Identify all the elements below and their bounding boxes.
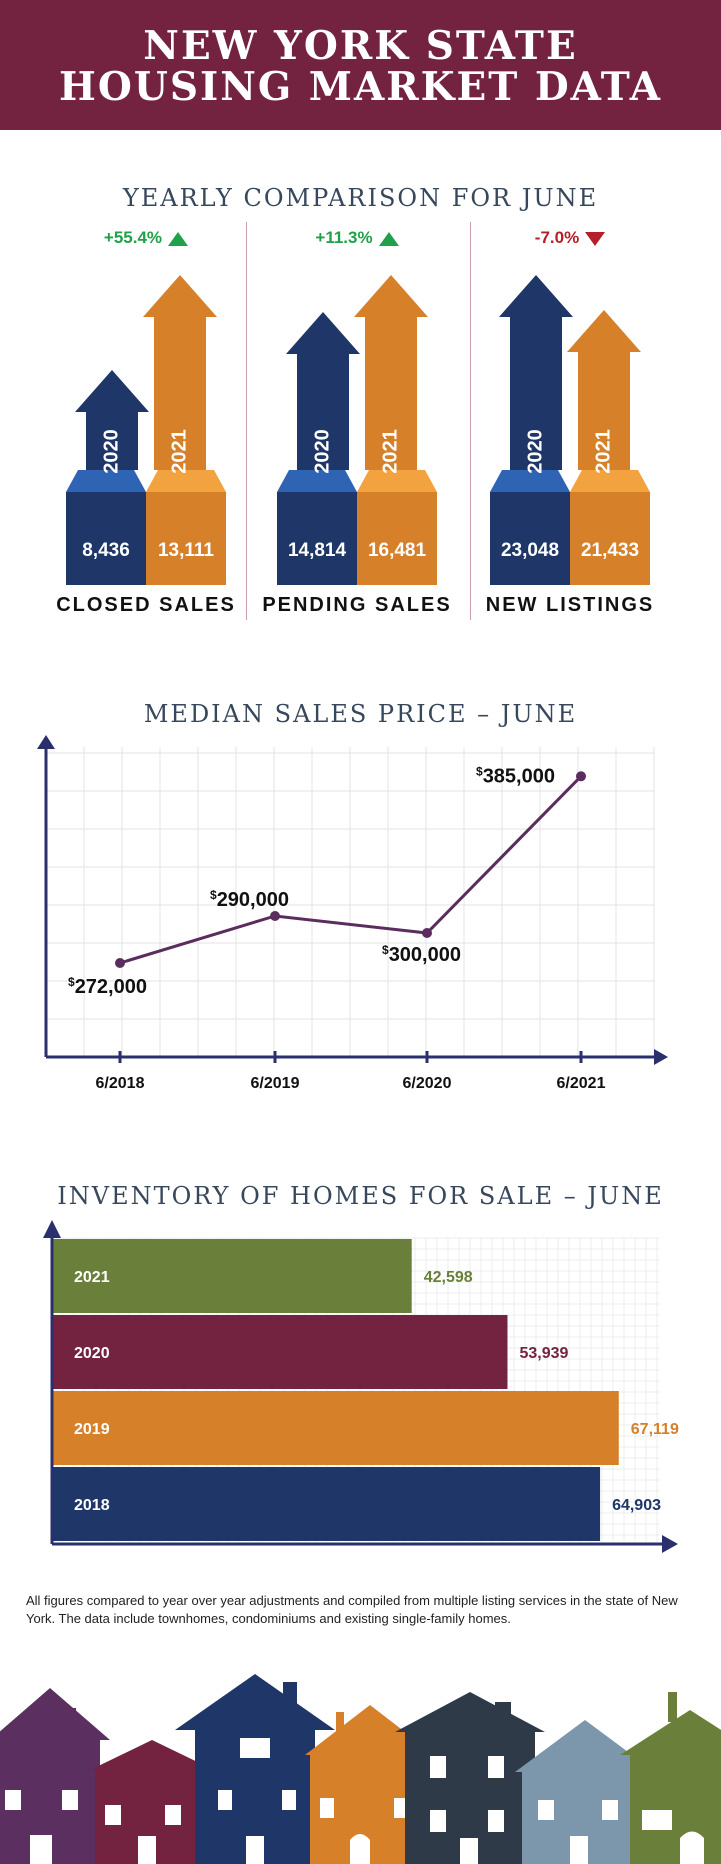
value-2021: 13,111 [157, 540, 215, 561]
x-tick-label: 6/2019 [251, 1075, 300, 1092]
data-point [115, 958, 125, 968]
arrow-2021 [567, 310, 641, 470]
arrow-2020 [499, 275, 573, 470]
box-cap-2021 [146, 470, 226, 492]
arrow-2020 [75, 370, 149, 470]
data-point [576, 771, 586, 782]
year-label-2020: 2020 [524, 429, 547, 474]
arrow-2021 [354, 275, 428, 470]
house-icon [90, 1740, 214, 1864]
x-axis-arrow [654, 1049, 668, 1065]
bar-category-label: 2019 [74, 1421, 110, 1438]
bar-value-label: 53,939 [519, 1345, 568, 1362]
data-label: $300,000 [382, 943, 461, 966]
header-title-line1: NEW YORK STATE [143, 23, 578, 69]
column-divider [470, 222, 471, 620]
column-divider [246, 222, 247, 620]
bar [52, 1239, 412, 1313]
data-label: $272,000 [68, 975, 147, 998]
value-2021: 21,433 [580, 540, 640, 561]
house-icon [0, 1688, 110, 1864]
arrow-up-icon [378, 231, 399, 246]
x-tick-label: 6/2021 [557, 1075, 606, 1092]
house-icon [395, 1692, 545, 1864]
arrow-down-icon [585, 231, 606, 246]
house-icon [515, 1720, 655, 1864]
bar [52, 1391, 619, 1465]
box-2020 [277, 492, 357, 585]
value-2020: 8,436 [82, 540, 130, 561]
change-value: -7.0% [534, 228, 580, 247]
box-cap-2021 [570, 470, 650, 492]
box-2021 [146, 492, 226, 585]
year-label-2021: 2021 [168, 429, 191, 474]
inventory-chart: 2021 42,598 2020 53,939 2019 67,119 2018 64,903 [43, 1220, 679, 1553]
comparison-graphic [277, 275, 437, 585]
median-price-chart: 6/2018 6/2019 6/2020 6/2021 $272,000 $290,000… [37, 735, 668, 1092]
bar-category-label: 2020 [74, 1345, 110, 1362]
change-indicator: +55.4% [71, 228, 221, 248]
metric-label: PENDING SALES [262, 594, 452, 616]
footnote: All figures compared to year over year a… [26, 1593, 678, 1626]
data-label: $290,000 [210, 888, 289, 911]
box-cap-2020 [66, 470, 146, 492]
bar-category-label: 2018 [74, 1497, 110, 1514]
box-2021 [570, 492, 650, 585]
bar-value-label: 42,598 [424, 1269, 473, 1286]
data-label: $385,000 [476, 764, 555, 787]
arrow-2020 [286, 312, 360, 470]
bar-chart-title: INVENTORY OF HOMES FOR SALE – JUNE [57, 1182, 664, 1210]
change-indicator: -7.0% [495, 228, 645, 248]
data-point [270, 911, 280, 921]
bar-value-label: 67,119 [631, 1421, 679, 1438]
change-value: +55.4% [103, 228, 163, 247]
house-icon [175, 1674, 335, 1864]
data-point [422, 928, 432, 938]
comparison-graphic [490, 275, 650, 585]
series-line [119, 775, 583, 965]
box-cap-2020 [490, 470, 570, 492]
box-2021 [357, 492, 437, 585]
x-tick-label: 6/2020 [403, 1075, 452, 1092]
comparison-graphic [66, 275, 226, 585]
houses-illustration [0, 1674, 721, 1864]
year-label-2020: 2020 [100, 429, 123, 474]
bar [52, 1315, 508, 1389]
metric-label: CLOSED SALES [56, 594, 236, 616]
bar [52, 1467, 601, 1541]
value-2020: 23,048 [500, 540, 560, 561]
line-chart-title: MEDIAN SALES PRICE – JUNE [143, 700, 578, 728]
year-label-2021: 2021 [592, 429, 615, 474]
house-icon [620, 1692, 721, 1864]
box-2020 [490, 492, 570, 585]
y-axis-arrow [37, 735, 55, 749]
x-tick-label: 6/2018 [96, 1075, 145, 1092]
box-cap-2020 [277, 470, 357, 492]
box-cap-2021 [357, 470, 437, 492]
year-label-2020: 2020 [311, 429, 334, 474]
change-indicator: +11.3% [282, 228, 432, 248]
arrow-2021 [143, 275, 217, 470]
comparison-title: YEARLY COMPARISON FOR JUNE [122, 184, 599, 212]
box-2020 [66, 492, 146, 585]
x-axis-arrow [662, 1535, 678, 1553]
value-2020: 14,814 [287, 540, 347, 561]
value-2021: 16,481 [367, 540, 427, 561]
bar-category-label: 2021 [74, 1269, 110, 1286]
bar-value-label: 64,903 [612, 1497, 661, 1514]
metric-label: NEW LISTINGS [485, 594, 655, 616]
arrow-up-icon [168, 231, 189, 246]
change-value: +11.3% [315, 228, 373, 247]
year-label-2021: 2021 [379, 429, 402, 474]
header-title-line2: HOUSING MARKET DATA [59, 64, 662, 110]
y-axis-arrow [43, 1220, 61, 1238]
header-banner: NEW YORK STATE HOUSING MARKET DATA [0, 0, 721, 130]
